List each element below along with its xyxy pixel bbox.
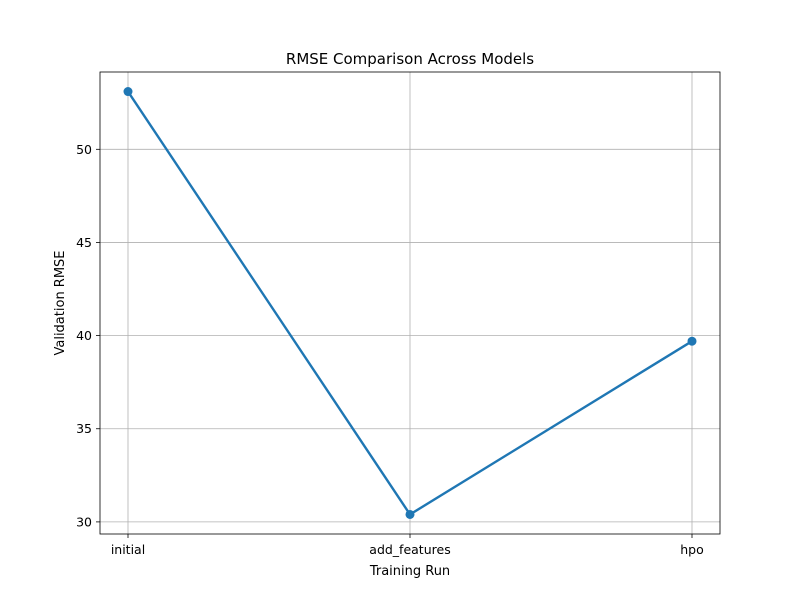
y-tick-label: 30 — [76, 514, 92, 529]
x-tick-label: add_features — [369, 542, 450, 557]
y-axis-label: Validation RMSE — [53, 250, 68, 355]
data-point — [123, 87, 133, 97]
chart-title: RMSE Comparison Across Models — [286, 50, 534, 68]
grid-lines — [100, 72, 720, 534]
data-point — [405, 509, 415, 519]
ticks: initial add_features hpo 30 35 40 45 50 — [76, 142, 704, 557]
x-tick-label: hpo — [680, 542, 704, 557]
series-layer — [123, 87, 697, 519]
x-tick-label: initial — [111, 542, 145, 557]
x-axis-label: Training Run — [369, 564, 450, 579]
y-tick-label: 35 — [76, 421, 92, 436]
y-tick-label: 40 — [76, 328, 92, 343]
y-tick-label: 45 — [76, 235, 92, 250]
y-tick-label: 50 — [76, 142, 92, 157]
data-point — [687, 336, 697, 346]
